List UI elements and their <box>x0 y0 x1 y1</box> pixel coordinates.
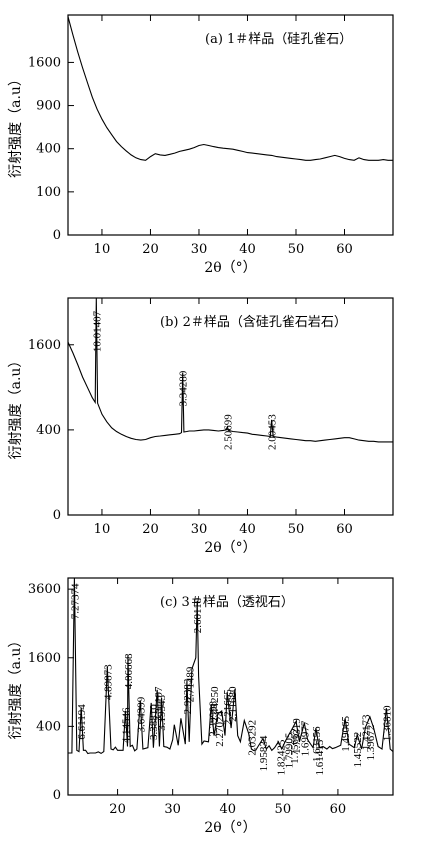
peak-label: 2.39998 <box>207 701 219 737</box>
x-tick-label: 40 <box>239 242 256 257</box>
series-line-0 <box>67 16 393 161</box>
peak-label: 1.69977 <box>299 720 311 756</box>
peak-label: 4.14546 <box>120 707 132 743</box>
y-tick-label: 3600 <box>28 582 61 597</box>
x-tick-label: 30 <box>191 242 208 257</box>
x-tick-label: 60 <box>336 242 353 257</box>
peak-label: 1.42173 <box>360 714 372 750</box>
x-axis-title: 2θ（°） <box>204 540 256 556</box>
x-tick-label: 50 <box>288 522 305 537</box>
x-tick-label: 60 <box>336 522 353 537</box>
y-axis-title: 衍射强度（a.u） <box>8 354 24 460</box>
peak-label: 2.27024 <box>214 710 226 746</box>
y-tick-label: 400 <box>36 423 61 438</box>
y-tick-label: 0 <box>53 508 61 523</box>
y-tick-label: 400 <box>36 719 61 734</box>
panel-title: (b) 2＃样品（含硅孔雀石岩石） <box>160 314 347 330</box>
peak-label: 2.11680 <box>227 686 239 722</box>
x-tick-label: 30 <box>164 802 181 817</box>
y-axis-title: 衍射强度（a.u） <box>8 634 24 740</box>
chart-panel-2: 20 30 40 50 60 0 400 1600 3600 7.27374 6.61194 4.89… <box>8 577 394 836</box>
peak-label: 2.92383 <box>182 678 194 714</box>
peak-label: 10.01407 <box>91 310 103 352</box>
peak-label: 2.03292 <box>246 720 258 756</box>
x-tick-label: 40 <box>239 522 256 537</box>
y-axis-title: 衍射强度（a.u） <box>8 72 24 178</box>
peak-label: 1.82425 <box>276 739 288 775</box>
peak-label: 2.21665 <box>222 689 234 725</box>
peak-label: 2.44250 <box>209 686 221 722</box>
y-tick-label: 1600 <box>28 651 61 666</box>
chart-panel-1: 10 20 30 40 50 60 0 400 1600 10.01407 3.34280 2.506… <box>8 297 394 556</box>
peak-label: 3.31197 <box>153 686 165 722</box>
peak-label: 1.45522 <box>352 732 364 768</box>
y-tick-label: 400 <box>36 142 61 157</box>
y-tick-label: 100 <box>36 185 61 200</box>
peak-label: 1.75662 <box>289 728 301 764</box>
peak-label: 1.49065 <box>340 716 352 752</box>
y-tick-label: 0 <box>53 788 61 803</box>
peak-label: 2.00453 <box>267 414 279 450</box>
x-axis-title: 2θ（°） <box>204 820 256 836</box>
peak-label: 1.79905 <box>283 732 295 768</box>
peak-label: 4.06668 <box>123 653 135 689</box>
peak-label: 1.63156 <box>311 726 323 762</box>
x-axis-title: 2θ（°） <box>204 260 256 276</box>
y-tick-label: 1600 <box>28 55 61 70</box>
y-tick-label: 0 <box>53 228 61 243</box>
peak-label: 2.71489 <box>184 666 196 702</box>
peak-label: 3.64399 <box>135 696 147 732</box>
panel-title: (a) 1＃样品（硅孔雀石） <box>205 32 352 47</box>
x-tick-label: 20 <box>142 242 159 257</box>
peak-label: 4.89873 <box>102 664 114 700</box>
plot-frame <box>67 297 394 516</box>
x-tick-label: 20 <box>109 802 126 817</box>
x-tick-label: 40 <box>219 802 236 817</box>
x-tick-label: 30 <box>191 522 208 537</box>
peak-label: 3.38810 <box>148 704 160 740</box>
peak-label: 2.60110 <box>192 597 204 633</box>
peak-label: 3.19343 <box>156 694 168 730</box>
series-line-0 <box>67 297 393 443</box>
x-tick-label: 10 <box>94 522 111 537</box>
series-line-0 <box>68 577 394 755</box>
peak-label: 1.39672 <box>365 725 377 761</box>
x-tick-label: 60 <box>330 802 347 817</box>
plot-frame <box>67 577 394 796</box>
x-tick-label: 10 <box>94 242 111 257</box>
x-tick-label: 50 <box>288 242 305 257</box>
x-tick-label: 50 <box>275 802 292 817</box>
x-tick-label: 20 <box>142 522 159 537</box>
plot-frame <box>67 14 394 236</box>
peak-label: 3.34280 <box>178 370 190 406</box>
y-tick-label: 900 <box>36 99 61 114</box>
peak-label: 7.27374 <box>69 583 81 619</box>
peak-label: 1.95834 <box>258 735 270 771</box>
peak-label: 2.50699 <box>222 414 234 450</box>
panel-title: (c) 3＃样品（透视石） <box>160 595 294 610</box>
peak-label: 1.61415 <box>314 739 326 775</box>
peak-label: 1.73319 <box>291 718 303 754</box>
peak-label: 1.36810 <box>381 705 393 741</box>
peak-label: 6.61194 <box>76 704 88 740</box>
chart-panel-0: 10 20 30 40 50 60 0 100 400 900 1600 (a) 1＃样品（硅孔雀石）… <box>8 14 394 276</box>
y-tick-label: 1600 <box>28 338 61 353</box>
